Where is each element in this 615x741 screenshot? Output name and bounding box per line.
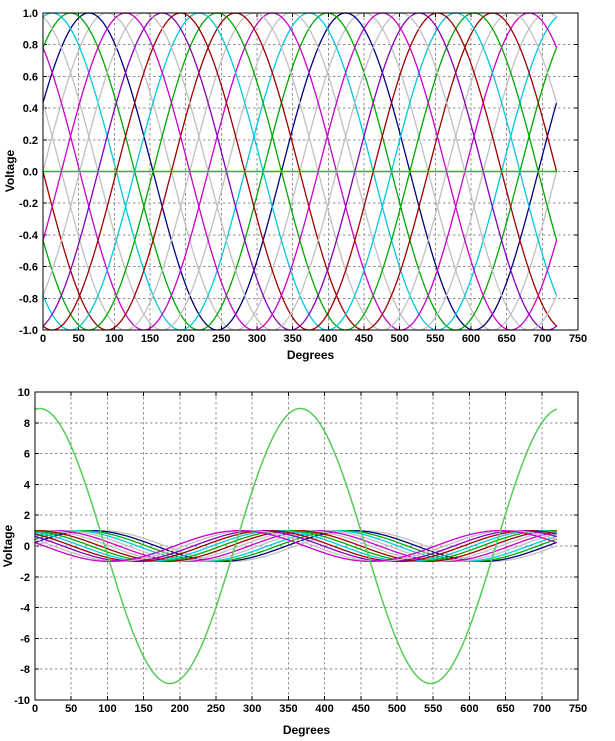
y-tick-label: 2 — [24, 510, 30, 522]
y-tick-label: -0.6 — [19, 262, 38, 274]
x-tick-label: 500 — [388, 703, 406, 715]
x-tick-label: 0 — [40, 333, 46, 345]
sine-series-line — [42, 12, 558, 331]
y-tick-label: 0.2 — [23, 135, 38, 147]
y-tick-label: 1.0 — [23, 8, 38, 20]
x-tick-label: 700 — [533, 703, 551, 715]
plot-border — [34, 391, 579, 701]
x-tick-label: 0 — [32, 703, 38, 715]
waveform-chart-bottom: 0 50 100 150 200 250 300 350 400 450 500 550 600 650 7… — [0, 375, 615, 741]
bottom-y-axis-label: Voltage — [1, 524, 15, 568]
x-tick-label: 400 — [315, 703, 333, 715]
chart-svg-0: 0 50 100 150 200 250 300 350 400 450 500 550 600 650 7… — [19, 8, 587, 345]
x-tick-label: 350 — [279, 703, 297, 715]
x-tick-label: 400 — [319, 333, 337, 345]
sine-series-line — [42, 12, 558, 331]
x-tick-label: 450 — [355, 333, 373, 345]
x-tick-label: 650 — [496, 703, 514, 715]
x-tick-label: 600 — [460, 703, 478, 715]
sine-series-line — [42, 12, 558, 331]
sine-series-line — [34, 529, 557, 563]
sine-series-line — [34, 529, 557, 563]
x-tick-label: 750 — [569, 703, 587, 715]
x-tick-label: 350 — [283, 333, 301, 345]
y-tick-label: -2 — [20, 572, 30, 584]
y-tick-label: 0.0 — [23, 167, 38, 179]
x-tick-label: 200 — [176, 333, 194, 345]
y-tick-label: -8 — [20, 664, 30, 676]
x-tick-label: 200 — [171, 703, 189, 715]
x-tick-label: 150 — [134, 703, 152, 715]
waveform-chart-top: 0 50 100 150 200 250 300 350 400 450 500 550 600 650 7… — [3, 8, 587, 362]
y-tick-label: -0.2 — [19, 198, 38, 210]
y-tick-label: -6 — [20, 633, 30, 645]
x-tick-label: 650 — [497, 333, 515, 345]
x-tick-label: 600 — [462, 333, 480, 345]
y-tick-label: 0.6 — [23, 71, 38, 83]
y-tick-label: -4 — [20, 603, 31, 615]
x-tick-label: 50 — [73, 333, 85, 345]
x-tick-label: 300 — [248, 333, 266, 345]
sine-series-line — [34, 529, 557, 563]
y-tick-label: 0.8 — [23, 40, 38, 52]
y-tick-label: 4 — [24, 479, 31, 491]
y-tick-label: 10 — [18, 387, 30, 399]
x-tick-label: 550 — [426, 333, 444, 345]
x-tick-label: 300 — [243, 703, 261, 715]
y-tick-label: 0.4 — [23, 103, 39, 115]
y-tick-label: -0.4 — [19, 230, 39, 242]
plot-border — [42, 12, 579, 331]
y-tick-label: -0.8 — [19, 293, 38, 305]
top-y-axis-label: Voltage — [3, 149, 17, 193]
sine-series-line — [42, 12, 558, 331]
x-tick-label: 700 — [533, 333, 551, 345]
bottom-x-axis-label: Degrees — [282, 723, 331, 737]
x-tick-label: 250 — [212, 333, 230, 345]
y-tick-label: 0 — [24, 541, 30, 553]
y-tick-label: -10 — [14, 695, 30, 707]
x-tick-label: 150 — [141, 333, 159, 345]
top-x-axis-label: Degrees — [286, 348, 335, 362]
y-tick-label: 6 — [24, 449, 30, 461]
x-tick-label: 500 — [390, 333, 408, 345]
y-tick-label: -1.0 — [19, 325, 38, 337]
chart-svg-1: 0 50 100 150 200 250 300 350 400 450 500 550 600 650 7… — [14, 387, 587, 715]
y-tick-label: 8 — [24, 418, 30, 430]
x-tick-label: 250 — [207, 703, 225, 715]
sine-series-line — [34, 407, 558, 685]
x-tick-label: 100 — [105, 333, 123, 345]
x-tick-label: 550 — [424, 703, 442, 715]
x-tick-label: 450 — [352, 703, 370, 715]
x-tick-label: 100 — [98, 703, 116, 715]
x-tick-label: 50 — [65, 703, 77, 715]
x-tick-label: 750 — [569, 333, 587, 345]
